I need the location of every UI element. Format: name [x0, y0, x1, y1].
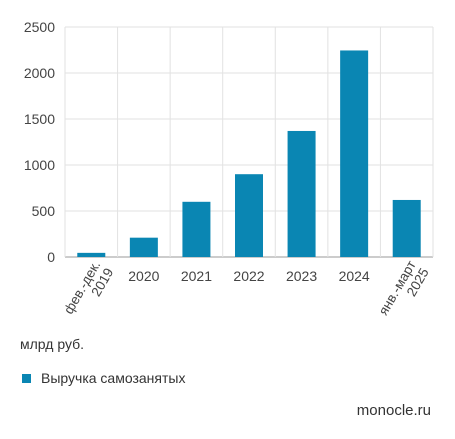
- legend: Выручка самозанятых: [22, 370, 185, 386]
- bar: [340, 50, 369, 258]
- y-tick-label: 2500: [24, 19, 55, 35]
- bar: [129, 237, 158, 257]
- bar: [287, 130, 316, 257]
- bar: [235, 174, 263, 257]
- x-tick-label: 2020: [128, 268, 159, 284]
- y-tick-label: 1000: [24, 157, 55, 173]
- y-tick-label: 500: [32, 203, 56, 219]
- x-tick-label: 2024: [339, 268, 370, 284]
- y-tick-label: 0: [47, 249, 55, 265]
- x-tick-label: 2022: [233, 268, 264, 284]
- legend-swatch: [22, 373, 31, 383]
- brand-watermark: monocle.ru: [356, 402, 431, 419]
- x-tick-label: 2023: [286, 268, 317, 284]
- bar: [182, 201, 211, 257]
- x-tick-label: янв.-март2025: [376, 258, 432, 325]
- x-tick-label: фев.-дек.2019: [61, 258, 117, 324]
- bar: [392, 199, 421, 257]
- unit-label: млрд руб.: [20, 336, 85, 352]
- y-tick-label: 2000: [24, 65, 55, 81]
- x-tick-label: 2021: [181, 268, 212, 284]
- y-tick-label: 1500: [24, 111, 55, 127]
- legend-label: Выручка самозанятых: [41, 370, 186, 386]
- bar: [77, 252, 106, 257]
- bar-chart: 0 500 1000 1500 2000 2500 фев.-дек.2019 2020 202…: [24, 19, 434, 325]
